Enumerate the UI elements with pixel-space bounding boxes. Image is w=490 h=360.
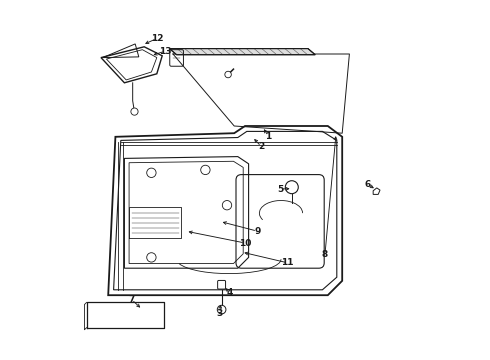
Text: 5: 5: [277, 184, 283, 194]
Text: 10: 10: [239, 238, 251, 248]
Text: 1: 1: [265, 132, 271, 140]
Text: 2: 2: [258, 142, 264, 151]
Circle shape: [131, 108, 138, 115]
Text: 4: 4: [227, 288, 233, 297]
Text: 12: 12: [150, 34, 163, 43]
Circle shape: [225, 71, 231, 78]
Text: 13: 13: [159, 46, 171, 55]
Text: 7: 7: [128, 295, 135, 304]
Polygon shape: [170, 49, 315, 55]
Circle shape: [217, 305, 226, 314]
Text: 8: 8: [322, 251, 328, 259]
Text: 6: 6: [364, 180, 370, 189]
Text: 11: 11: [281, 258, 294, 267]
Text: 9: 9: [254, 227, 260, 236]
Circle shape: [285, 181, 298, 194]
Text: 3: 3: [217, 309, 223, 318]
